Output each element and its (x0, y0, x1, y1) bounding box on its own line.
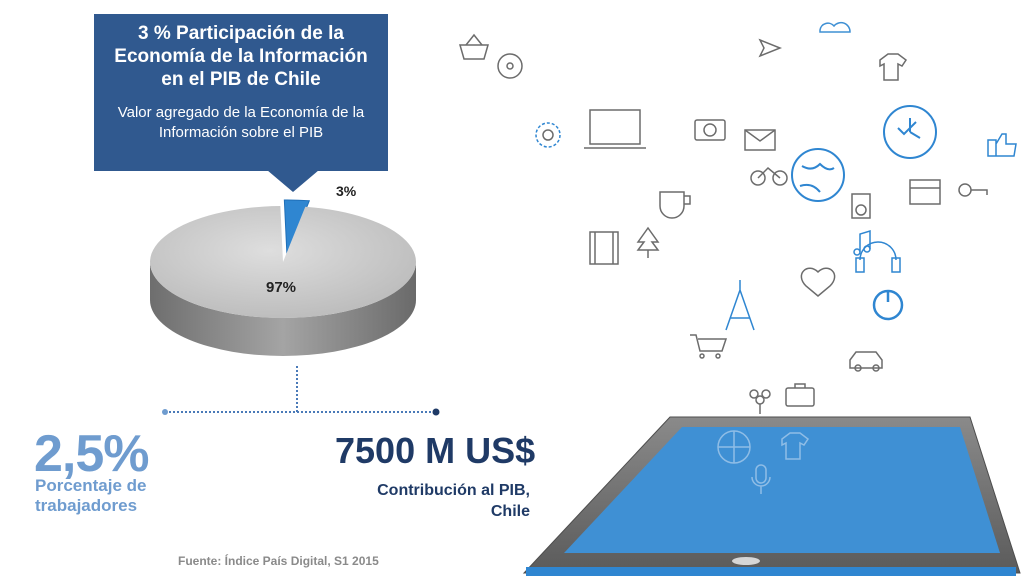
power-icon (872, 289, 904, 321)
envelope-icon (744, 129, 776, 151)
gdp-label-line-1: Contribución al PIB, (377, 482, 530, 499)
pie-side (150, 262, 416, 356)
microphone-icon (751, 464, 771, 494)
chart-subtitle: Valor agregado de la Economía de la Info… (117, 104, 365, 141)
workers-label: Porcentaje de trabajadores (35, 476, 147, 515)
cd-icon (497, 53, 523, 79)
speaker-icon (851, 193, 871, 219)
clock-icon (883, 105, 937, 159)
pie-chart: 3% 97% (150, 183, 417, 356)
car-icon (849, 351, 883, 372)
icon-cloud (459, 21, 1017, 414)
pie-slice-2 (150, 206, 417, 318)
chart-title: 3 % Participación de la Economía de la I… (114, 23, 368, 90)
heart-icon (800, 267, 836, 297)
cloud-icon (819, 21, 851, 33)
shirt-icon (879, 53, 908, 81)
source-note: Fuente: Índice País Digital, S1 2015 (178, 554, 379, 568)
tree-icon (636, 226, 660, 258)
shopping-cart-icon (690, 334, 728, 359)
connector-lines (162, 366, 440, 416)
slice-label-large: 97% (266, 279, 296, 296)
basket-icon (459, 33, 489, 60)
coffee-cup-icon (659, 191, 691, 219)
flower-icon (749, 389, 771, 414)
thumbs-up-icon (987, 133, 1017, 157)
airplane-icon (758, 38, 783, 58)
gdp-label-line-2: Chile (490, 503, 530, 520)
camera-icon (694, 119, 726, 141)
eiffel-tower-icon (725, 280, 755, 331)
title-pointer-arrow (267, 170, 319, 192)
tablet-home-button (732, 557, 760, 565)
slice-label-small: 3% (336, 183, 357, 199)
calendar-icon (909, 179, 941, 205)
tablet-screen (564, 427, 1000, 553)
music-note-icon (853, 229, 871, 256)
gdp-contribution-value: 7500 M US$ (335, 430, 536, 471)
laptop-icon (584, 109, 646, 149)
briefcase-icon (785, 383, 815, 407)
basketball-icon (717, 430, 751, 464)
connector-dot-right (432, 408, 440, 416)
tablet-device (522, 416, 1021, 576)
tablet-shirt-icon (781, 432, 810, 460)
globe-icon (791, 148, 845, 202)
key-icon (958, 183, 988, 197)
bicycle-icon (750, 166, 788, 186)
gear-icon (535, 122, 561, 148)
workers-percentage: 2,5% (34, 425, 150, 483)
gdp-contribution-label: Contribución al PIB, Chile (330, 480, 530, 522)
headphones-icon (855, 241, 901, 273)
film-strip-icon (589, 231, 619, 265)
title-box: 3 % Participación de la Economía de la I… (94, 14, 388, 171)
connector-dot-left (162, 409, 168, 415)
